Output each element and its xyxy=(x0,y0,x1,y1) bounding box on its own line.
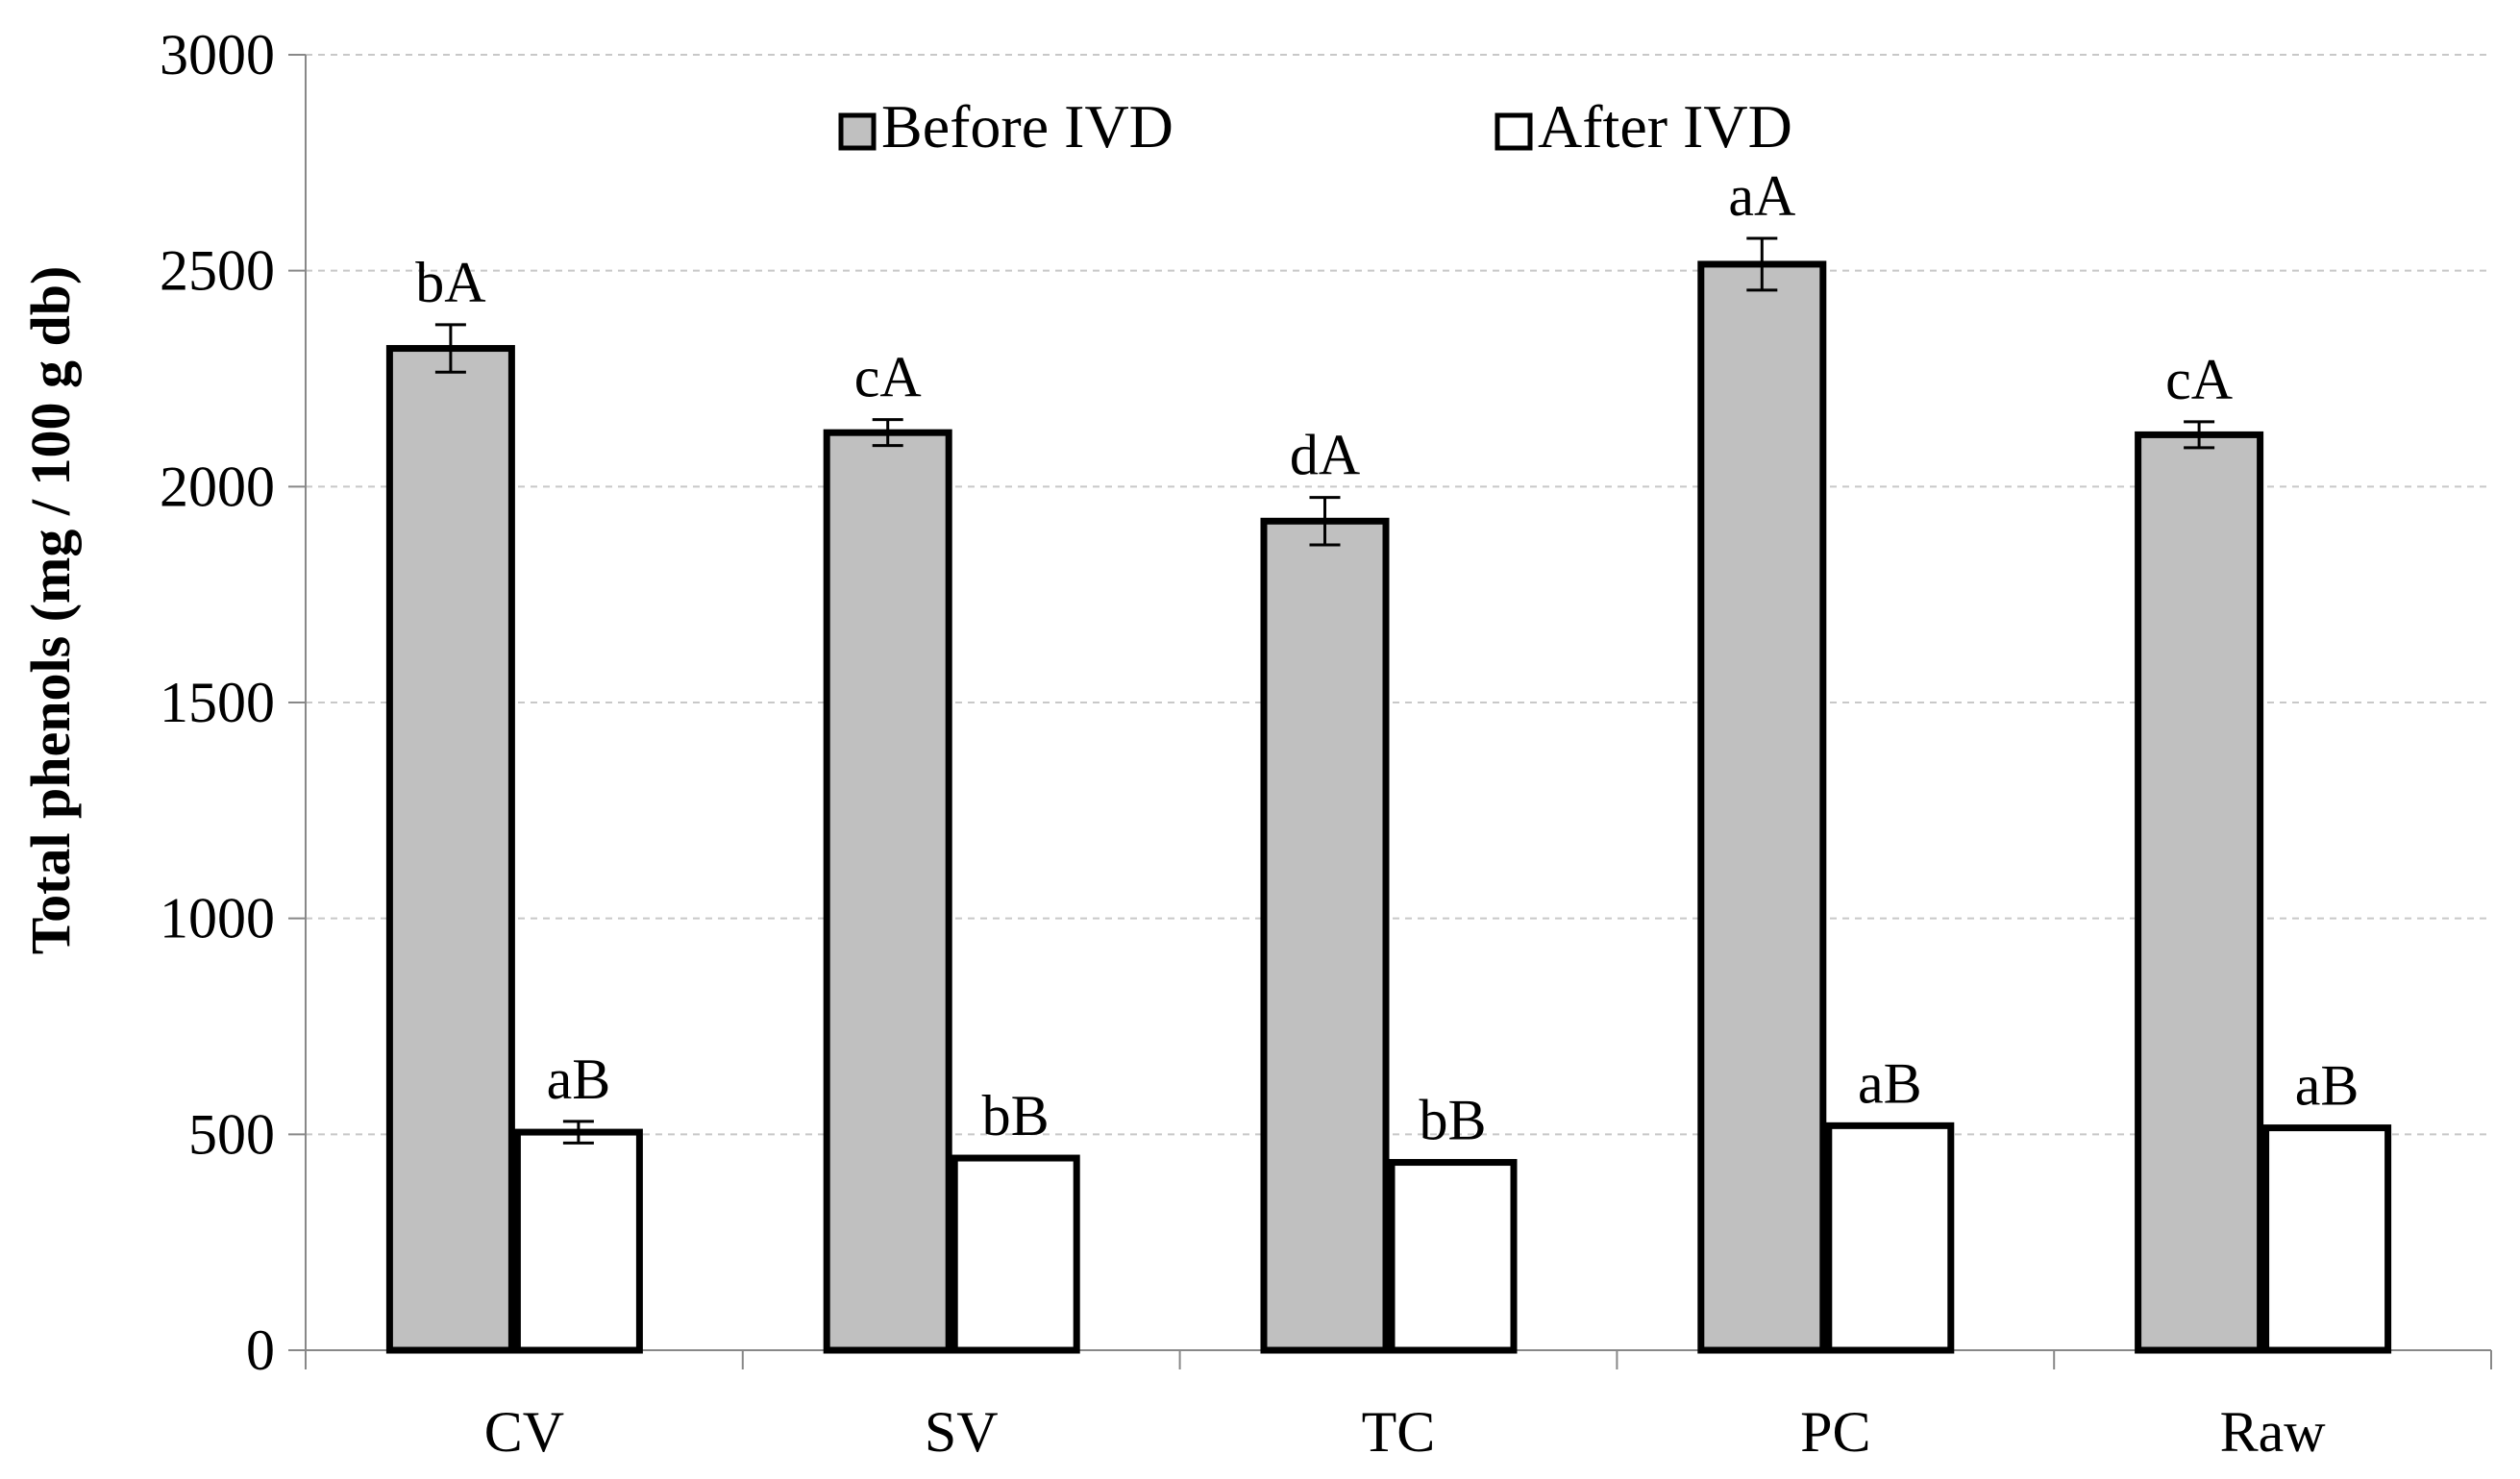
legend-label: Before IVD xyxy=(881,92,1174,160)
gridlines xyxy=(306,54,2491,1136)
data-label: bB xyxy=(1419,1089,1486,1152)
x-tick-label: SV xyxy=(925,1400,999,1464)
bars xyxy=(385,236,2392,1354)
legend-label: After IVD xyxy=(1538,92,1792,160)
y-tick-label: 0 xyxy=(246,1319,275,1382)
bar xyxy=(823,429,952,1354)
y-tick-label: 2500 xyxy=(160,239,275,303)
y-tick-label: 2000 xyxy=(160,455,275,518)
y-tick-label: 500 xyxy=(188,1102,275,1166)
y-tick-label: 1500 xyxy=(160,671,275,734)
legend: Before IVD After IVD xyxy=(838,92,1792,160)
bar xyxy=(1260,517,1390,1354)
bar xyxy=(2135,431,2264,1354)
data-label: bA xyxy=(415,251,485,314)
data-label: cA xyxy=(2165,348,2233,411)
x-tick-label: TC xyxy=(1362,1400,1436,1464)
legend-swatch xyxy=(838,112,877,151)
data-label: aB xyxy=(1858,1051,1922,1115)
y-tick-label: 3000 xyxy=(160,23,275,86)
data-label: aA xyxy=(1728,164,1795,228)
data-label: aB xyxy=(2295,1054,2359,1118)
bar xyxy=(951,1154,1080,1354)
y-tick-label: 1000 xyxy=(160,887,275,950)
bar xyxy=(385,345,515,1354)
bar xyxy=(1825,1122,1955,1354)
axes: 0 500 1000 1500 2000 2500 3000 CV SV TC PC Raw xyxy=(160,23,2492,1464)
bar xyxy=(1697,260,1827,1354)
data-label: dA xyxy=(1290,424,1360,487)
bar xyxy=(513,1128,643,1354)
x-tick-label: CV xyxy=(484,1400,564,1464)
data-label: bB xyxy=(982,1084,1050,1147)
data-labels: bA aB cA bB dA bB aA aB cA aB xyxy=(415,164,2359,1152)
x-tick-label: Raw xyxy=(2220,1400,2327,1464)
legend-swatch xyxy=(1495,112,1533,151)
data-label: cA xyxy=(854,346,922,409)
data-label: aB xyxy=(547,1048,611,1111)
x-tick-label: PC xyxy=(1800,1400,1870,1464)
y-axis-title: Total phenols (mg / 100 g db) xyxy=(19,266,82,955)
bar xyxy=(2262,1124,2392,1354)
bar xyxy=(1388,1159,1518,1354)
